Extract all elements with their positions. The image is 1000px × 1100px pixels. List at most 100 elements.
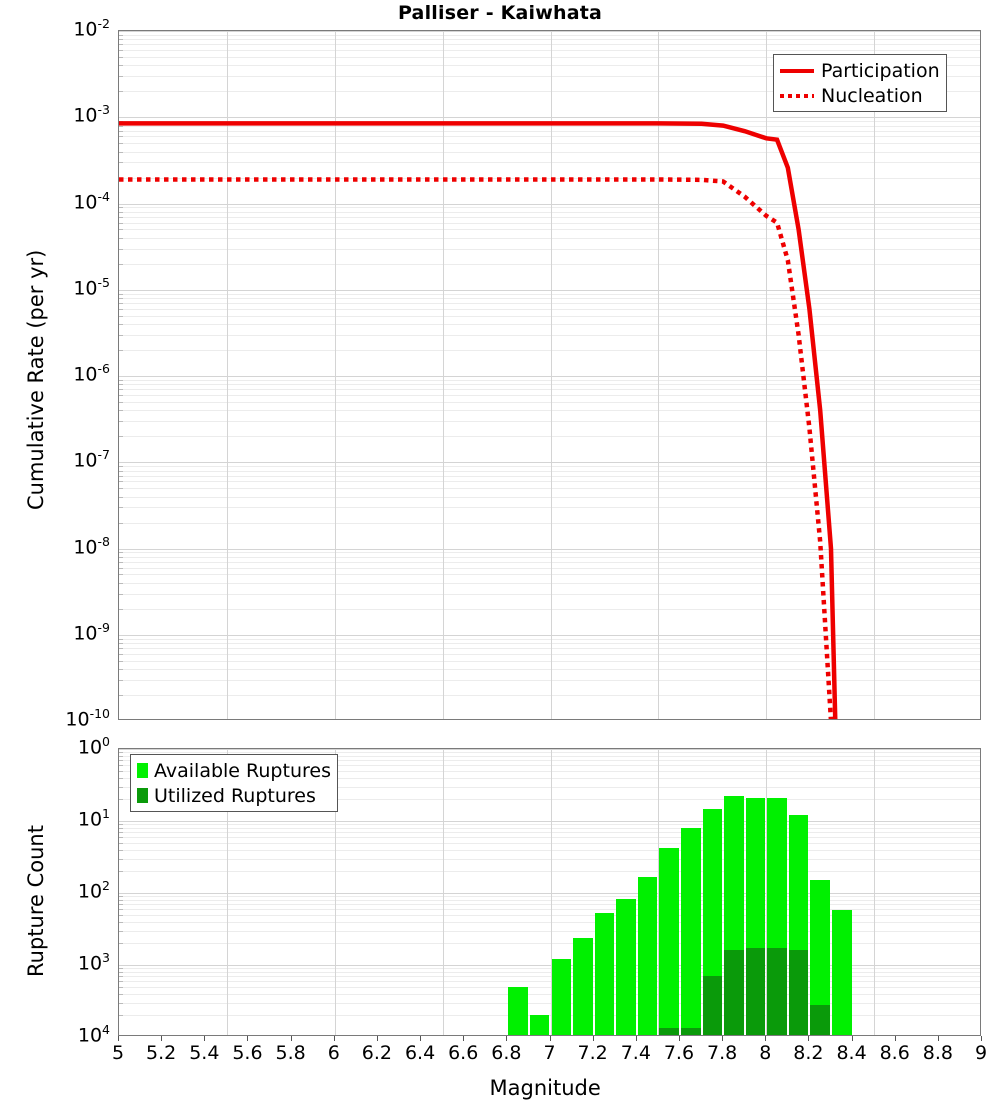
available-segment bbox=[594, 913, 615, 1035]
y-tick-label: 102 bbox=[77, 878, 110, 903]
x-axis-label: Magnitude bbox=[489, 1076, 601, 1100]
legend-label: Utilized Ruptures bbox=[154, 784, 316, 807]
x-tick-mark bbox=[808, 1036, 810, 1041]
rupture-bar[interactable] bbox=[616, 898, 636, 1035]
y-tick-label: 10-2 bbox=[73, 16, 110, 41]
x-tick-mark bbox=[204, 1036, 206, 1041]
available-segment bbox=[529, 1015, 550, 1035]
x-tick-mark bbox=[765, 1036, 767, 1041]
x-tick-label: 7.8 bbox=[706, 1042, 738, 1064]
x-tick-label: 5.6 bbox=[232, 1042, 263, 1064]
utilized-segment bbox=[788, 950, 809, 1035]
rupture-bar[interactable] bbox=[745, 797, 766, 1035]
x-tick-label: 5.2 bbox=[146, 1042, 177, 1064]
x-tick-mark bbox=[463, 1036, 465, 1041]
y-tick-label: 10-7 bbox=[73, 447, 110, 472]
utilized-segment bbox=[745, 948, 766, 1035]
rupture-bar[interactable] bbox=[831, 910, 852, 1035]
rupture-bar[interactable] bbox=[659, 848, 679, 1035]
y-tick-label: 10-6 bbox=[73, 361, 110, 386]
legend-item[interactable]: Nucleation bbox=[780, 83, 940, 108]
x-tick-mark bbox=[981, 1036, 982, 1041]
x-tick-label: 9 bbox=[974, 1042, 988, 1064]
available-segment bbox=[616, 898, 636, 1035]
rupture-bar[interactable] bbox=[788, 815, 809, 1035]
rupture-bar[interactable] bbox=[637, 877, 658, 1035]
available-segment bbox=[637, 877, 658, 1035]
x-tick-mark bbox=[592, 1036, 594, 1041]
utilized-segment bbox=[659, 1027, 679, 1035]
x-tick-label: 8.8 bbox=[922, 1042, 953, 1064]
x-tick-mark bbox=[937, 1036, 939, 1041]
color-swatch-icon bbox=[137, 763, 148, 778]
figure-title: Palliser - Kaiwhata bbox=[397, 2, 603, 24]
available-segment bbox=[508, 986, 528, 1035]
rupture-bar[interactable] bbox=[680, 827, 701, 1035]
x-tick-mark bbox=[678, 1036, 680, 1041]
rupture-bar[interactable] bbox=[810, 880, 830, 1035]
rupture-bar[interactable] bbox=[508, 986, 528, 1035]
legend-label: Available Ruptures bbox=[154, 759, 331, 782]
x-tick-label: 7.6 bbox=[663, 1042, 695, 1064]
y-tick-label: 104 bbox=[77, 1022, 110, 1047]
available-segment bbox=[551, 959, 572, 1035]
x-tick-mark bbox=[420, 1036, 422, 1041]
x-tick-label: 5 bbox=[111, 1042, 125, 1064]
x-tick-mark bbox=[722, 1036, 724, 1041]
series-participation bbox=[119, 121, 838, 719]
available-segment bbox=[831, 910, 852, 1035]
y-tick-label: 10-4 bbox=[73, 188, 110, 213]
y-tick-label: 100 bbox=[77, 734, 110, 759]
utilized-segment bbox=[724, 950, 744, 1035]
x-tick-mark bbox=[506, 1036, 508, 1041]
legend-item[interactable]: Utilized Ruptures bbox=[137, 783, 331, 808]
x-tick-label: 7 bbox=[543, 1042, 556, 1064]
rupture-bar[interactable] bbox=[594, 913, 615, 1035]
rupture-bar[interactable] bbox=[551, 959, 572, 1035]
utilized-segment bbox=[767, 948, 787, 1035]
x-tick-mark bbox=[161, 1036, 163, 1041]
y-tick-label: 10-10 bbox=[65, 706, 110, 731]
rupture-bar[interactable] bbox=[573, 937, 593, 1035]
mfd-legend[interactable]: Participation Nucleation bbox=[773, 54, 947, 112]
mfd-curves bbox=[119, 121, 838, 719]
x-tick-label: 6.8 bbox=[491, 1042, 522, 1064]
x-tick-mark bbox=[851, 1036, 853, 1041]
x-tick-mark bbox=[376, 1036, 378, 1041]
x-tick-mark bbox=[549, 1036, 551, 1041]
x-tick-mark bbox=[333, 1036, 335, 1041]
x-tick-label: 8 bbox=[759, 1042, 772, 1064]
rupture-bar[interactable] bbox=[529, 1015, 550, 1035]
x-tick-label: 8.4 bbox=[836, 1042, 867, 1064]
y-tick-label: 10-3 bbox=[73, 102, 110, 127]
dotted-line-icon bbox=[780, 93, 814, 98]
x-tick-label: 7.2 bbox=[577, 1042, 608, 1064]
bottom-ylabel: Rupture Count bbox=[24, 825, 48, 977]
rupture-bar[interactable] bbox=[767, 797, 787, 1035]
legend-label: Participation bbox=[821, 59, 940, 82]
solid-line-icon bbox=[780, 68, 814, 73]
y-tick-label: 10-5 bbox=[73, 274, 110, 300]
x-tick-mark bbox=[118, 1036, 119, 1041]
available-segment bbox=[810, 880, 830, 1035]
y-tick-label: 103 bbox=[77, 950, 110, 975]
legend-item[interactable]: Participation bbox=[780, 58, 940, 83]
legend-label: Nucleation bbox=[821, 84, 923, 107]
x-tick-label: 6.2 bbox=[361, 1042, 392, 1064]
legend-item[interactable]: Available Ruptures bbox=[137, 758, 331, 783]
available-segment bbox=[659, 848, 679, 1035]
mfd-plot bbox=[118, 30, 981, 720]
rupture-bar[interactable] bbox=[702, 809, 723, 1035]
available-segment bbox=[680, 827, 701, 1035]
utilized-segment bbox=[810, 1004, 830, 1035]
utilized-segment bbox=[702, 976, 723, 1035]
x-tick-mark bbox=[247, 1036, 249, 1041]
x-tick-mark bbox=[894, 1036, 896, 1041]
x-tick-label: 8.6 bbox=[879, 1042, 910, 1064]
x-tick-label: 6.6 bbox=[448, 1042, 479, 1064]
rupture-bar[interactable] bbox=[724, 796, 744, 1035]
color-swatch-icon bbox=[137, 788, 148, 803]
x-tick-label: 6.4 bbox=[404, 1042, 436, 1064]
rupture-legend[interactable]: Available Ruptures Utilized Ruptures bbox=[130, 754, 338, 812]
x-tick-label: 7.4 bbox=[620, 1042, 651, 1064]
